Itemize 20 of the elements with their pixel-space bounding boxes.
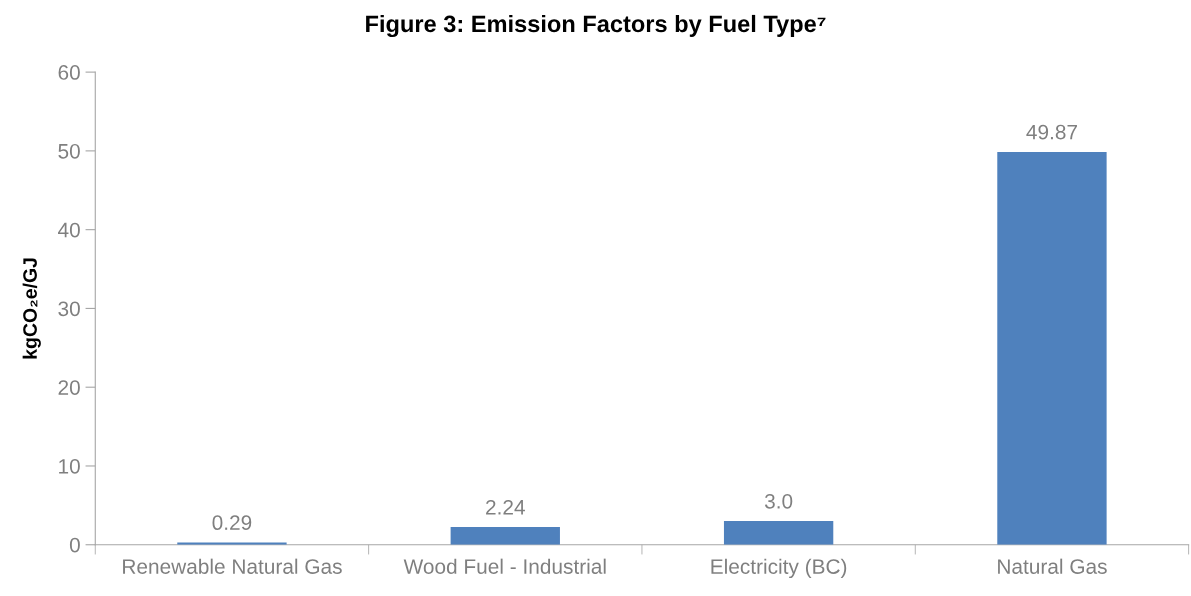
x-tick-label: Natural Gas bbox=[998, 558, 1107, 574]
bar bbox=[997, 151, 1107, 545]
y-tick-label: 20 bbox=[58, 380, 80, 395]
y-tick-label: 0 bbox=[69, 537, 80, 553]
x-tick-label: Renewable Natural Gas bbox=[123, 558, 342, 574]
data-label: 49.87 bbox=[1026, 124, 1077, 140]
y-axis-title: kgCO₂e/GJ bbox=[22, 258, 41, 359]
data-label: 0.29 bbox=[212, 515, 252, 531]
bar bbox=[450, 527, 560, 545]
y-tick-label: 50 bbox=[58, 143, 80, 159]
y-tick-label: 10 bbox=[59, 458, 80, 474]
chart-title: Figure 3: Emission Factors by Fuel Type⁷ bbox=[366, 14, 826, 38]
data-label: 2.24 bbox=[486, 499, 525, 515]
x-tick-label: Wood Fuel - Industrial bbox=[403, 558, 606, 574]
y-tick-label: 60 bbox=[58, 65, 80, 80]
y-tick-label: 30 bbox=[58, 301, 80, 317]
x-tick-label: Electricity (BC) bbox=[711, 558, 847, 579]
y-tick-label: 40 bbox=[58, 222, 80, 238]
data-label: 3.0 bbox=[764, 493, 793, 509]
bar bbox=[723, 521, 834, 545]
